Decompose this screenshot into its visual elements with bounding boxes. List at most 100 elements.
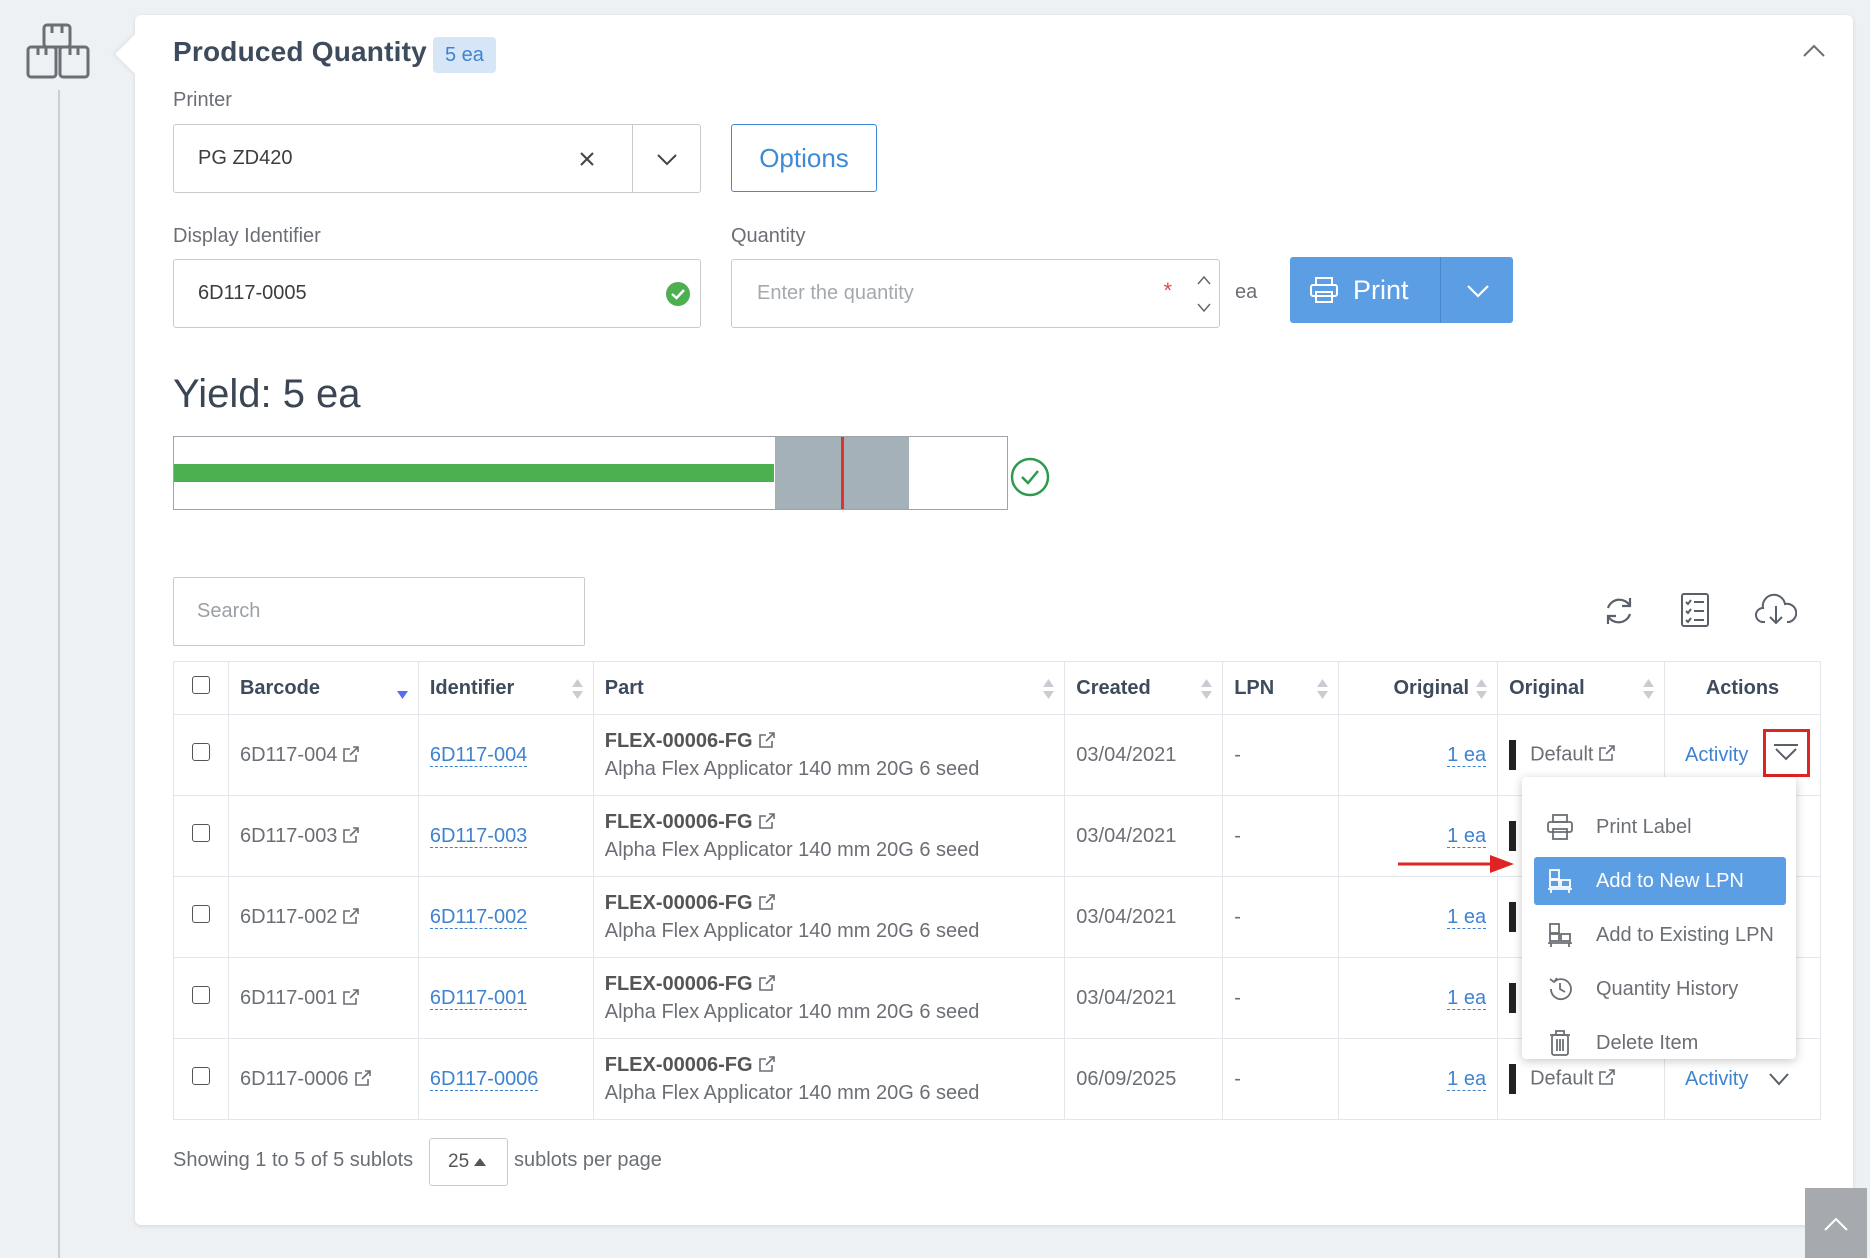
sort-desc-icon[interactable]	[396, 677, 408, 701]
menu-item-add-to-new-lpn[interactable]: Add to New LPN	[1534, 857, 1786, 905]
display-identifier-input[interactable]: 6D117-0005	[173, 259, 701, 328]
external-link-icon[interactable]	[1597, 1067, 1617, 1087]
history-icon	[1549, 977, 1572, 1001]
printer-select[interactable]: PG ZD420	[173, 124, 701, 193]
barcode-value[interactable]: 6D117-003	[239, 824, 338, 847]
checklist-icon[interactable]	[1680, 592, 1710, 628]
location-color-bar	[1509, 902, 1517, 932]
menu-item-print-label[interactable]: Print Label	[1534, 803, 1786, 851]
table-header: Barcode Identifier Part Created LPN Orig…	[173, 661, 1822, 715]
chevron-down-icon[interactable]	[655, 147, 679, 171]
identifier-link[interactable]: 6D117-0006	[429, 1067, 539, 1091]
column-lpn[interactable]: LPN	[1222, 661, 1340, 715]
barcode-value[interactable]: 6D117-0006	[239, 1067, 349, 1090]
part-code[interactable]: FLEX-00006-FG	[604, 730, 753, 752]
yield-fill	[174, 464, 774, 482]
check-circle-icon	[666, 281, 690, 306]
row-checkbox[interactable]	[191, 824, 210, 842]
qty-link[interactable]: 1 ea	[1447, 743, 1487, 767]
column-barcode[interactable]: Barcode	[227, 661, 419, 715]
display-identifier-label: Display Identifier	[173, 225, 321, 247]
column-part[interactable]: Part	[592, 661, 1066, 715]
chevron-up-icon[interactable]	[1800, 38, 1828, 66]
external-link-icon[interactable]	[341, 825, 361, 845]
external-link-icon[interactable]	[341, 744, 361, 764]
part-code[interactable]: FLEX-00006-FG	[604, 1054, 753, 1076]
external-link-icon[interactable]	[1597, 743, 1617, 763]
sort-icon[interactable]	[1201, 677, 1213, 701]
location-value: Default	[1530, 743, 1594, 766]
row-select-cell	[173, 957, 229, 1039]
sort-icon[interactable]	[1476, 677, 1488, 701]
select-all-checkbox[interactable]	[191, 676, 210, 694]
menu-open-chevron-icon[interactable]	[1773, 743, 1799, 765]
print-label: Print	[1353, 274, 1409, 305]
row-actions-menu: Print Label Add to New LPN Add to Existi…	[1522, 777, 1796, 1059]
sort-icon[interactable]	[571, 677, 583, 701]
column-created[interactable]: Created	[1064, 661, 1224, 715]
stepper-up-icon[interactable]	[1196, 275, 1212, 285]
row-checkbox[interactable]	[191, 1067, 210, 1085]
qty-link[interactable]: 1 ea	[1447, 1067, 1487, 1091]
external-link-icon[interactable]	[353, 1068, 373, 1088]
column-original-qty[interactable]: Original	[1338, 661, 1499, 715]
part-code[interactable]: FLEX-00006-FG	[604, 973, 753, 995]
barcode-value[interactable]: 6D117-001	[239, 986, 338, 1009]
row-checkbox[interactable]	[191, 986, 210, 1004]
qty-link[interactable]: 1 ea	[1447, 824, 1487, 848]
external-link-icon[interactable]	[757, 811, 777, 831]
cloud-download-icon[interactable]	[1755, 592, 1797, 626]
quantity-input[interactable]: Enter the quantity *	[731, 259, 1220, 328]
barcode-cell: 6D117-002	[227, 876, 419, 958]
qty-link[interactable]: 1 ea	[1447, 905, 1487, 929]
external-link-icon[interactable]	[341, 906, 361, 926]
barcode-value[interactable]: 6D117-002	[239, 905, 338, 928]
sort-icon[interactable]	[1642, 677, 1654, 701]
sort-icon[interactable]	[1043, 677, 1055, 701]
menu-item-label: Delete Item	[1596, 1031, 1699, 1054]
menu-item-add-to-existing-lpn[interactable]: Add to Existing LPN	[1534, 911, 1786, 959]
select-divider	[632, 124, 633, 193]
lpn-cell: -	[1222, 876, 1340, 958]
barcode-value[interactable]: 6D117-004	[239, 743, 338, 766]
row-checkbox[interactable]	[191, 743, 210, 761]
part-code[interactable]: FLEX-00006-FG	[604, 892, 753, 914]
external-link-icon[interactable]	[757, 730, 777, 750]
clear-icon[interactable]	[578, 150, 596, 168]
scroll-to-top-button[interactable]	[1805, 1188, 1867, 1258]
column-label: Part	[604, 676, 644, 699]
chevron-down-icon[interactable]	[1465, 277, 1491, 303]
external-link-icon[interactable]	[757, 973, 777, 993]
lpn-cell: -	[1222, 795, 1340, 877]
yield-progress-bar	[173, 436, 1008, 510]
row-checkbox[interactable]	[191, 905, 210, 923]
identifier-link[interactable]: 6D117-001	[429, 986, 528, 1010]
menu-item-quantity-history[interactable]: Quantity History	[1534, 965, 1786, 1013]
print-button[interactable]: Print	[1290, 257, 1513, 323]
quantity-stepper[interactable]	[1196, 275, 1212, 313]
row-actions-toggle-highlight[interactable]	[1763, 729, 1810, 777]
options-button[interactable]: Options	[731, 124, 877, 192]
chevron-down-icon[interactable]	[1768, 1072, 1790, 1086]
external-link-icon[interactable]	[341, 987, 361, 1007]
page-size-select[interactable]: 25	[429, 1138, 508, 1186]
external-link-icon[interactable]	[757, 1054, 777, 1074]
column-identifier[interactable]: Identifier	[417, 661, 594, 715]
column-original-location[interactable]: Original	[1497, 661, 1665, 715]
activity-link[interactable]: Activity	[1684, 1067, 1749, 1090]
stepper-down-icon[interactable]	[1196, 303, 1212, 313]
identifier-link[interactable]: 6D117-003	[429, 824, 528, 848]
external-link-icon[interactable]	[757, 892, 777, 912]
refresh-icon[interactable]	[1603, 594, 1635, 628]
identifier-link[interactable]: 6D117-002	[429, 905, 528, 929]
menu-item-delete-item[interactable]: Delete Item	[1534, 1019, 1786, 1067]
created-cell: 03/04/2021	[1064, 795, 1224, 877]
sort-icon[interactable]	[1317, 677, 1329, 701]
identifier-link[interactable]: 6D117-004	[429, 743, 528, 767]
location-color-bar	[1509, 740, 1517, 770]
qty-link[interactable]: 1 ea	[1447, 986, 1487, 1010]
part-cell: FLEX-00006-FG Alpha Flex Applicator 140 …	[592, 876, 1066, 958]
activity-link[interactable]: Activity	[1684, 743, 1749, 766]
search-input[interactable]: Search	[173, 577, 585, 646]
part-code[interactable]: FLEX-00006-FG	[604, 811, 753, 833]
